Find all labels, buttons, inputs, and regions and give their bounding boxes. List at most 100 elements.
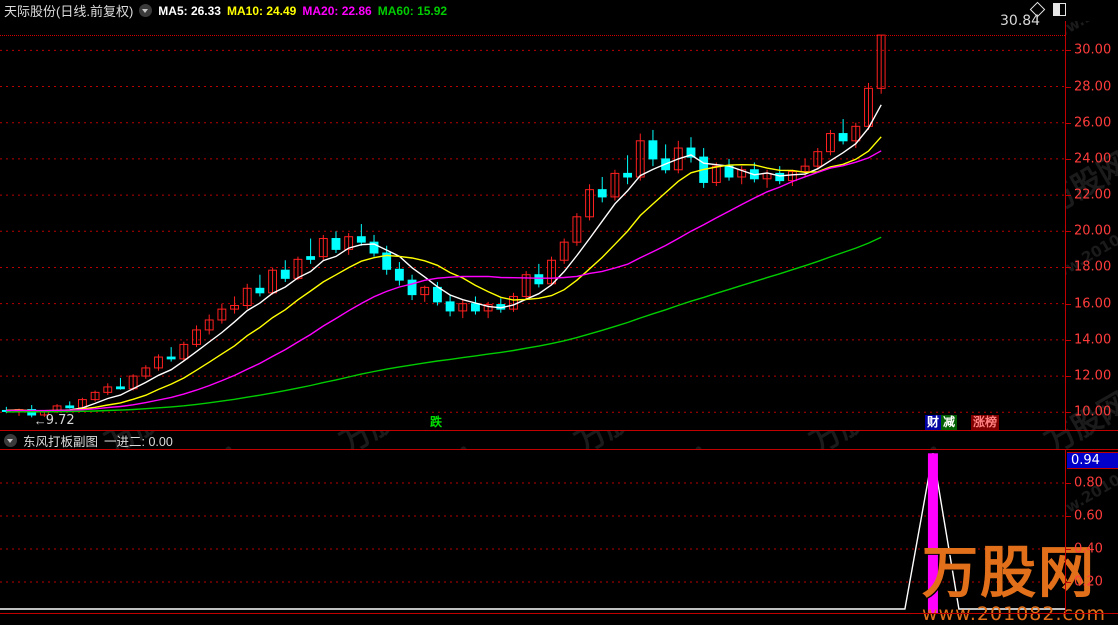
candle-body — [864, 87, 873, 127]
candle-body — [623, 172, 633, 178]
ma5-line — [6, 104, 882, 413]
candle-body — [635, 140, 645, 178]
price-axis-tick: 16.00 — [1074, 296, 1112, 312]
indicator-axis-tickmark — [1066, 516, 1071, 517]
panel-divider-lower — [0, 449, 1118, 450]
candle-body — [242, 287, 252, 306]
candle-body — [572, 216, 582, 243]
candle-body — [179, 343, 189, 360]
indicator-axis-tick: 0.60 — [1074, 508, 1103, 524]
candle-body — [711, 165, 721, 183]
candle-body — [445, 301, 455, 312]
candle-body — [394, 268, 404, 281]
indicator-line — [0, 453, 1065, 610]
candle-body — [331, 238, 341, 250]
ma5-legend: MA5: 26.33 — [158, 3, 221, 18]
candle-body — [775, 172, 785, 182]
chart-header: 天际股份(日线.前复权) MA5: 26.33 MA10: 24.49 MA20… — [0, 0, 1118, 21]
candle-body — [103, 386, 113, 393]
indicator-value: 一进二: 0.00 — [104, 434, 173, 449]
candle-body — [826, 133, 835, 153]
candle-body — [597, 189, 607, 198]
ma60-line — [6, 236, 882, 413]
candle-body — [192, 329, 201, 345]
candle-body — [610, 172, 620, 198]
price-axis-tick: 24.00 — [1074, 151, 1112, 167]
indicator-axis-tick: 0.40 — [1074, 541, 1103, 557]
bottom-tag[interactable]: 涨榜 — [971, 415, 1000, 430]
header-icon-group — [1029, 1, 1066, 18]
price-axis[interactable]: 30.00 28.00 26.00 24.00 22.00 20.00 18.00 16.00… — [1065, 21, 1118, 430]
indicator-axis-tick: 0.20 — [1074, 574, 1103, 590]
candle-body — [166, 356, 176, 360]
candle-body — [306, 256, 316, 260]
price-axis-tick: 12.00 — [1074, 368, 1112, 384]
candle-body — [458, 303, 468, 312]
bottom-tag[interactable]: 财 — [925, 415, 942, 430]
candle-body — [90, 391, 100, 401]
chevron-down-circle-icon[interactable] — [139, 4, 153, 17]
candle-body — [673, 147, 683, 171]
price-axis-tickmark — [1066, 231, 1071, 233]
candle-body — [318, 238, 328, 258]
indicator-axis-tickmark — [1066, 483, 1071, 484]
price-axis-tick: 26.00 — [1074, 115, 1112, 131]
candle-body — [686, 147, 696, 158]
price-axis-tickmark — [1066, 122, 1071, 124]
split-view-icon[interactable] — [1053, 3, 1066, 16]
candle-body — [420, 286, 430, 296]
candle-body — [559, 241, 569, 261]
price-axis-tickmark — [1066, 50, 1071, 52]
candle-body — [230, 304, 239, 310]
price-chart-panel[interactable] — [0, 21, 1065, 430]
price-axis-tickmark — [1066, 195, 1071, 197]
indicator-current-value: 0.94 — [1067, 452, 1118, 469]
candle-body — [154, 356, 163, 369]
candle-body — [116, 386, 125, 390]
ma60-legend: MA60: 15.92 — [377, 3, 448, 18]
chevron-down-circle-icon-sub[interactable] — [4, 433, 17, 447]
bottom-tag[interactable]: 减 — [941, 415, 958, 430]
price-axis-tickmark — [1066, 158, 1071, 160]
indicator-axis-tickmark — [1066, 549, 1071, 550]
candle-body — [204, 319, 214, 331]
ma20-line — [6, 150, 882, 412]
price-axis-tickmark — [1066, 267, 1071, 269]
diamond-icon[interactable] — [1029, 1, 1046, 18]
symbol-title[interactable]: 天际股份(日线.前复权) — [4, 4, 134, 19]
candle-body — [382, 252, 392, 270]
candle-body — [141, 367, 151, 377]
ma10-legend: MA10: 24.49 — [226, 3, 297, 18]
candle-body — [585, 189, 594, 218]
price-axis-tickmark — [1066, 303, 1071, 305]
candle-body — [356, 236, 366, 243]
candle-body — [280, 269, 290, 279]
price-axis-tickmark — [1066, 376, 1071, 378]
candle-body — [65, 405, 75, 409]
indicator-chart-panel[interactable] — [0, 450, 1065, 615]
bottom-tag[interactable]: 跌 — [428, 415, 445, 430]
price-axis-tick: 28.00 — [1074, 79, 1112, 94]
indicator-spike-bar — [927, 453, 938, 613]
indicator-axis-tickmark — [1066, 582, 1071, 583]
bottom-divider — [0, 613, 1118, 614]
candle-body — [521, 274, 531, 297]
last-price-label: 30.84 — [1000, 13, 1041, 30]
candle-body — [547, 259, 556, 285]
period-low-arrow-icon: ← — [33, 413, 47, 429]
price-axis-tick: 14.00 — [1074, 332, 1112, 348]
candle-body — [787, 171, 797, 182]
candle-body — [217, 308, 227, 321]
candle-body — [407, 279, 417, 296]
candle-body — [534, 274, 544, 285]
candle-body — [483, 304, 493, 312]
indicator-header: 东风打板副图 一进二: 0.00 — [0, 431, 1065, 449]
price-axis-tick: 10.00 — [1074, 404, 1112, 420]
candle-body — [813, 151, 823, 167]
price-axis-tick: 22.00 — [1074, 187, 1112, 203]
indicator-axis[interactable]: 0.94 0.80 0.60 0.40 0.20 — [1065, 450, 1118, 615]
price-axis-tickmark — [1066, 339, 1071, 341]
indicator-name[interactable]: 东风打板副图 — [23, 434, 99, 449]
candle-body — [838, 133, 848, 142]
